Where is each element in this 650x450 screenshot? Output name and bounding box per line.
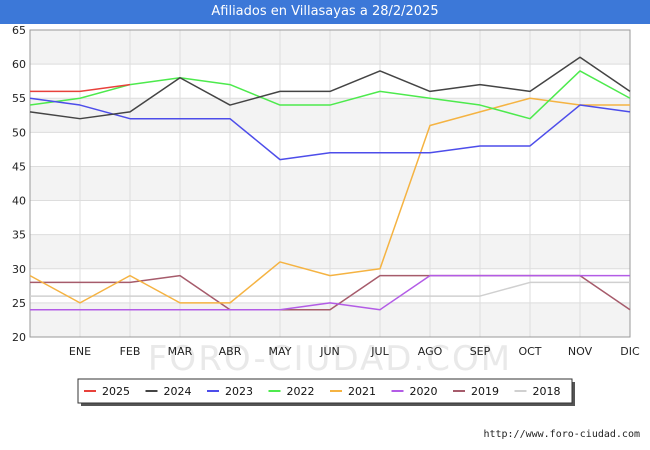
x-tick-label: MAY xyxy=(269,345,292,358)
watermark: FORO-CIUDAD.COM xyxy=(148,339,512,379)
x-tick-label: MAR xyxy=(168,345,193,358)
legend-label: 2023 xyxy=(225,385,253,398)
legend-label: 2021 xyxy=(348,385,376,398)
x-tick-label: FEB xyxy=(120,345,141,358)
series-line-2025 xyxy=(30,83,131,93)
y-tick-label: 20 xyxy=(12,331,26,344)
series-line-2020 xyxy=(30,274,630,311)
series-line-2024 xyxy=(29,56,631,120)
legend: 2025 2024 2023 2022 2021 2020 2019 2018 xyxy=(77,378,575,406)
legend-box xyxy=(77,378,573,404)
legend-label: 2022 xyxy=(287,385,315,398)
source-url: http://www.foro-ciudad.com xyxy=(483,429,640,440)
x-tick-label: NOV xyxy=(568,345,593,358)
y-tick-label: 40 xyxy=(12,195,26,208)
y-tick-label: 45 xyxy=(12,160,26,173)
legend-label: 2018 xyxy=(533,385,561,398)
x-tick-label: ABR xyxy=(219,345,242,358)
y-tick-label: 55 xyxy=(12,92,26,105)
y-tick-label: 35 xyxy=(12,229,26,242)
y-axis-ticks: 20 25 30 35 40 45 50 55 60 65 xyxy=(12,24,26,344)
x-axis-ticks: ENE FEB MAR ABR MAY JUN JUL AGO SEP OCT NOV DIC xyxy=(69,345,640,358)
x-tick-label: JUN xyxy=(319,345,340,358)
legend-label: 2025 xyxy=(102,385,130,398)
y-tick-label: 30 xyxy=(12,263,26,276)
y-tick-label: 50 xyxy=(12,126,26,139)
chart-title: Afiliados en Villasayas a 28/2/2025 xyxy=(0,0,650,24)
legend-label: 2019 xyxy=(471,385,499,398)
series-line-2021 xyxy=(29,97,630,304)
y-tick-label: 25 xyxy=(12,297,26,310)
y-tick-label: 65 xyxy=(12,24,26,37)
series-lines xyxy=(29,56,631,311)
x-tick-label: AGO xyxy=(418,345,443,358)
series-line-2023 xyxy=(29,97,631,161)
x-tick-label: OCT xyxy=(518,345,541,358)
x-tick-label: DIC xyxy=(620,345,640,358)
x-tick-label: ENE xyxy=(69,345,91,358)
series-line-2018 xyxy=(30,281,630,297)
x-tick-label: SEP xyxy=(470,345,491,358)
y-tick-label: 60 xyxy=(12,58,26,71)
x-tick-label: JUL xyxy=(370,345,389,358)
legend-label: 2020 xyxy=(410,385,438,398)
legend-label: 2024 xyxy=(164,385,192,398)
plot-frame xyxy=(29,29,631,338)
